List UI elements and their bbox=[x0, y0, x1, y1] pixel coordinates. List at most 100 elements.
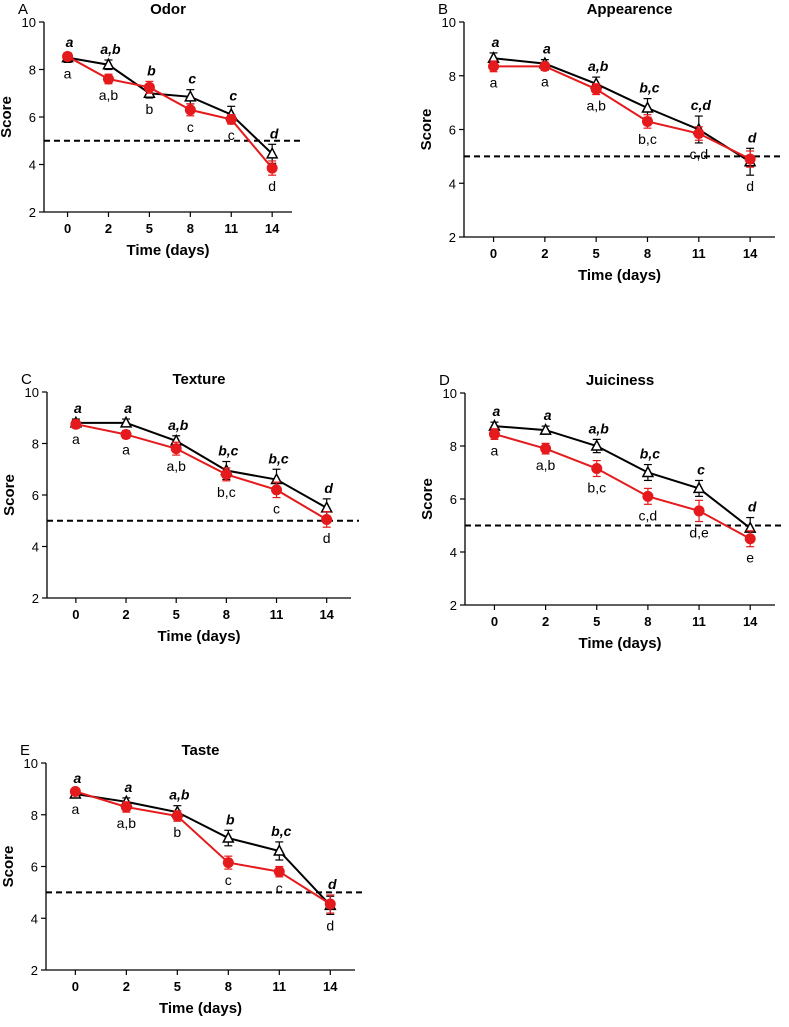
y-tick-label: 6 bbox=[449, 123, 456, 138]
series-treated bbox=[70, 418, 333, 528]
y-axis-label: Score bbox=[418, 109, 435, 151]
significance-letter-control: a,b bbox=[588, 58, 609, 74]
data-point-circle bbox=[222, 857, 234, 869]
significance-letter-treated: a,b bbox=[99, 87, 119, 103]
x-tick-label: 14 bbox=[323, 979, 338, 994]
significance-letter-treated: e bbox=[746, 550, 754, 566]
x-tick-label: 11 bbox=[692, 614, 706, 629]
significance-letter-treated: b,c bbox=[638, 131, 657, 147]
x-tick-label: 0 bbox=[72, 607, 79, 622]
y-tick-label: 8 bbox=[32, 437, 39, 452]
x-tick-label: 2 bbox=[122, 607, 129, 622]
significance-letter-treated: b bbox=[146, 101, 154, 117]
significance-letter-treated: b,c bbox=[587, 479, 606, 495]
significance-letter-treated: c,d bbox=[639, 507, 658, 523]
series-treated bbox=[62, 50, 278, 176]
significance-letter-treated: c bbox=[187, 119, 194, 135]
data-point-triangle bbox=[222, 830, 235, 843]
y-tick-label: 2 bbox=[31, 963, 38, 978]
series-line bbox=[75, 790, 331, 905]
significance-letter-control: a,b bbox=[589, 420, 610, 436]
x-axis-label: Time (days) bbox=[126, 242, 209, 259]
chart-title: Taste bbox=[181, 742, 219, 759]
significance-letter-control: d bbox=[270, 125, 279, 141]
x-tick-label: 14 bbox=[743, 246, 758, 261]
data-point-circle bbox=[184, 104, 196, 116]
x-tick-label: 11 bbox=[272, 979, 286, 994]
data-point-circle bbox=[102, 73, 114, 85]
significance-letter-treated: d bbox=[323, 530, 331, 546]
data-point-circle bbox=[120, 428, 132, 440]
x-tick-label: 11 bbox=[224, 221, 238, 236]
x-tick-label: 0 bbox=[490, 246, 497, 261]
x-axis-label: Time (days) bbox=[578, 635, 661, 652]
data-point-circle bbox=[693, 505, 705, 517]
series-treated bbox=[69, 785, 336, 914]
data-point-circle bbox=[273, 866, 285, 878]
significance-letter-control: a bbox=[492, 34, 500, 50]
data-point-circle bbox=[143, 81, 155, 93]
significance-letter-treated: d,e bbox=[689, 525, 709, 541]
y-tick-label: 8 bbox=[31, 808, 38, 823]
chart-title: Odor bbox=[150, 1, 186, 18]
x-tick-label: 8 bbox=[644, 246, 651, 261]
y-axis-label: Score bbox=[419, 478, 436, 520]
data-point-triangle bbox=[273, 843, 286, 856]
series-line bbox=[75, 421, 328, 509]
significance-letter-treated: a bbox=[64, 65, 72, 81]
y-tick-label: 8 bbox=[29, 63, 36, 78]
x-tick-label: 14 bbox=[265, 221, 280, 236]
data-point-circle bbox=[642, 490, 654, 502]
data-point-circle bbox=[324, 898, 336, 910]
significance-letter-control: c,d bbox=[691, 97, 712, 113]
chart-title: Appearence bbox=[587, 1, 673, 18]
panel-letter: C bbox=[21, 371, 32, 388]
chart-panel-d: 2 4 6 8 10 0 2 5 8 11 14 Time (days) Score Juiciness D… bbox=[419, 372, 783, 652]
data-point-triangle bbox=[692, 481, 706, 494]
series-line bbox=[67, 55, 273, 169]
series-line bbox=[75, 423, 328, 521]
x-axis-label: Time (days) bbox=[157, 628, 240, 645]
data-point-circle bbox=[70, 418, 82, 430]
data-point-triangle bbox=[320, 500, 333, 513]
data-point-circle bbox=[693, 128, 705, 140]
y-tick-label: 4 bbox=[31, 911, 38, 926]
y-tick-label: 8 bbox=[449, 69, 456, 84]
y-tick-label: 10 bbox=[443, 386, 457, 401]
significance-letter-control: a bbox=[66, 34, 74, 50]
significance-letter-control: a bbox=[74, 400, 82, 416]
data-point-circle bbox=[488, 428, 500, 440]
y-tick-label: 2 bbox=[450, 598, 457, 613]
y-tick-label: 4 bbox=[29, 158, 36, 173]
data-point-circle bbox=[590, 83, 602, 95]
series-line bbox=[493, 57, 751, 163]
data-point-circle bbox=[225, 113, 237, 125]
y-tick-label: 2 bbox=[29, 205, 36, 220]
significance-letter-control: a bbox=[543, 41, 551, 57]
x-tick-label: 2 bbox=[123, 979, 130, 994]
data-point-circle bbox=[540, 443, 552, 455]
y-axis-label: Score bbox=[1, 474, 18, 516]
significance-letter-treated: a bbox=[491, 442, 499, 458]
data-point-triangle bbox=[641, 100, 654, 113]
significance-letter-control: a bbox=[544, 407, 552, 423]
data-point-triangle bbox=[184, 89, 197, 102]
series-treated bbox=[488, 60, 756, 168]
data-point-circle bbox=[539, 60, 551, 72]
data-point-circle bbox=[591, 463, 603, 475]
y-tick-label: 6 bbox=[31, 860, 38, 875]
significance-letter-treated: a,b bbox=[117, 815, 137, 831]
significance-letter-control: a,b bbox=[169, 787, 190, 803]
x-tick-label: 2 bbox=[541, 246, 548, 261]
significance-letter-control: b,c bbox=[271, 823, 291, 839]
significance-letter-treated: b,c bbox=[217, 484, 236, 500]
y-tick-label: 10 bbox=[442, 15, 456, 30]
significance-letter-treated: d bbox=[268, 178, 276, 194]
significance-letter-control: a bbox=[493, 403, 501, 419]
significance-letter-control: b,c bbox=[268, 450, 288, 466]
series-control bbox=[488, 419, 757, 540]
series-control bbox=[69, 786, 337, 915]
significance-letter-treated: d bbox=[746, 178, 754, 194]
data-point-circle bbox=[271, 484, 283, 496]
